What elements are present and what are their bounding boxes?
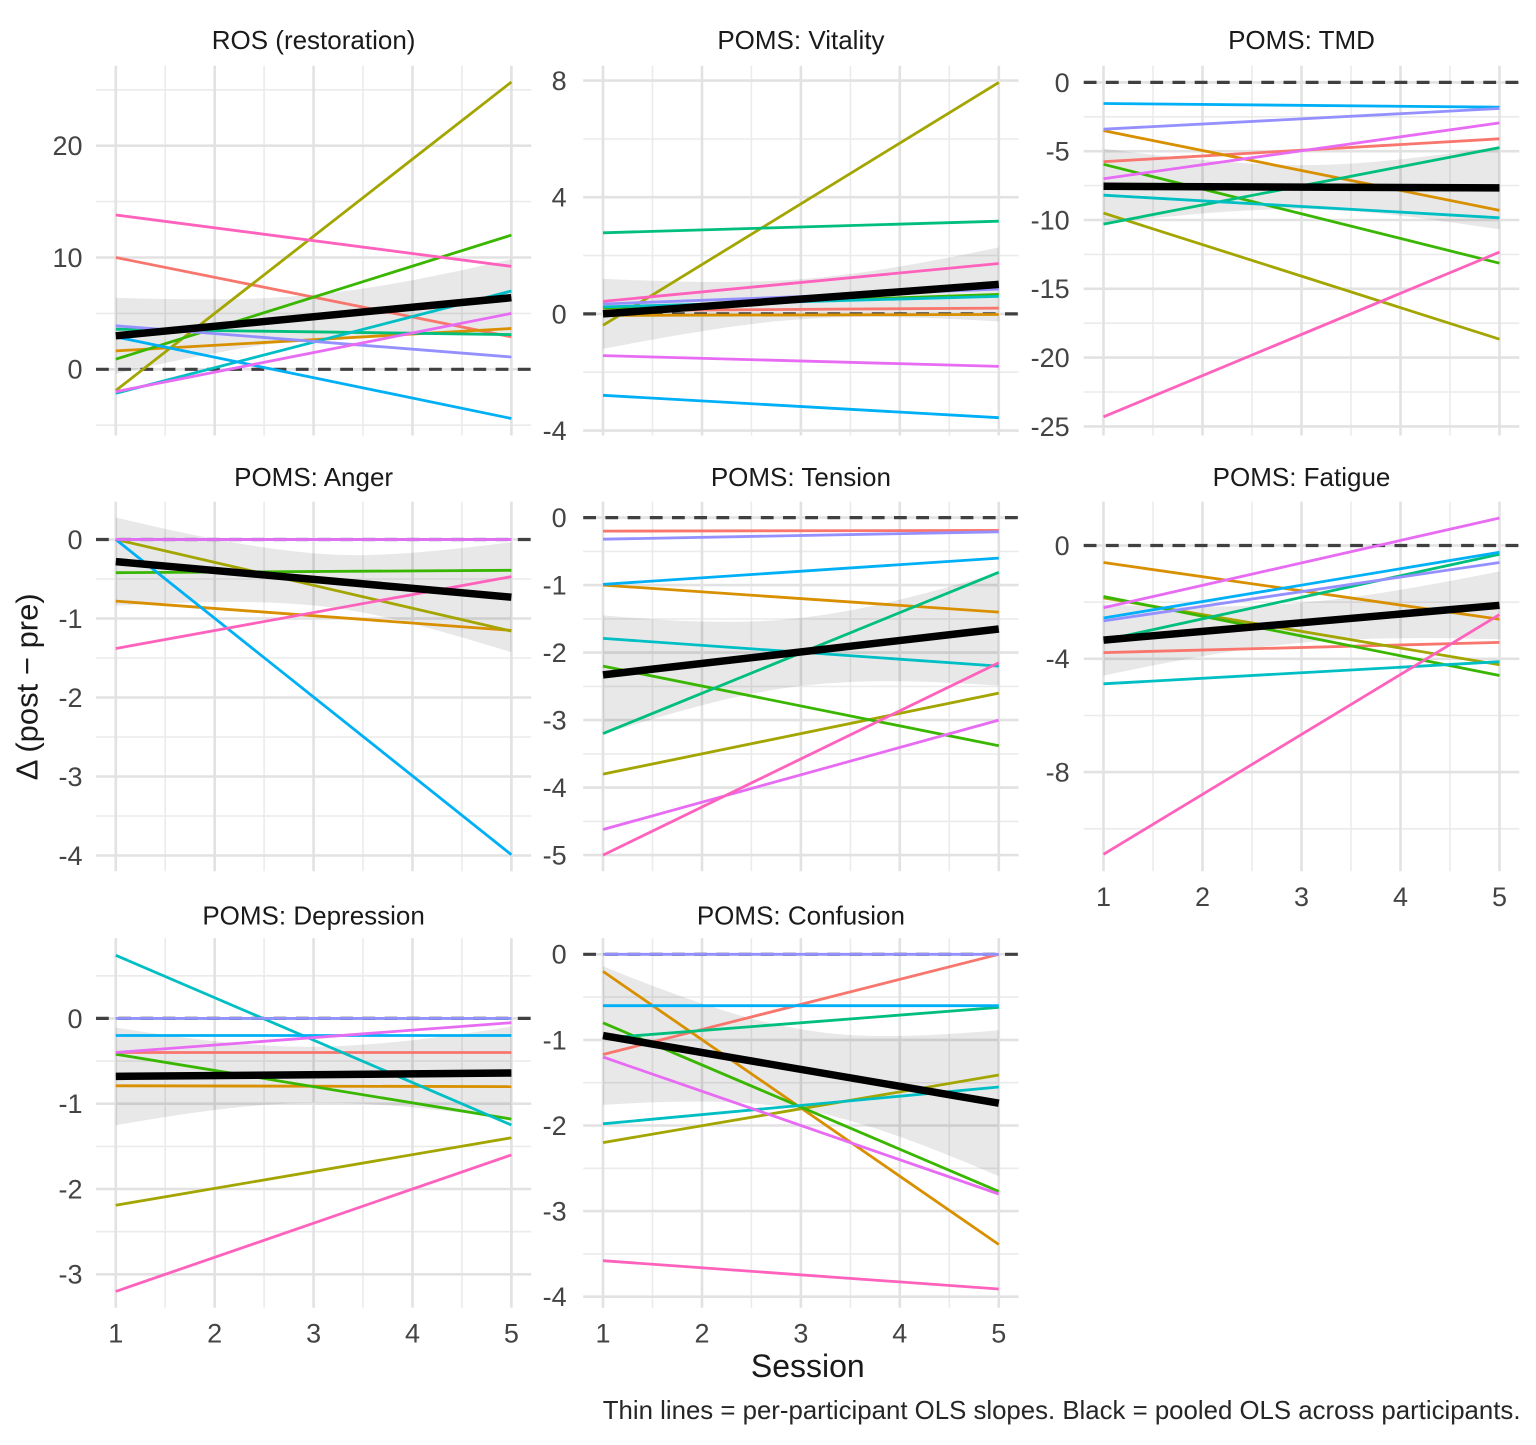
svg-text:-15: -15 <box>1031 274 1070 304</box>
svg-text:20: 20 <box>52 131 82 161</box>
svg-text:4: 4 <box>552 183 567 213</box>
svg-text:POMS: Vitality: POMS: Vitality <box>717 25 884 55</box>
svg-text:2: 2 <box>694 1318 709 1348</box>
svg-text:0: 0 <box>67 525 82 555</box>
svg-text:3: 3 <box>306 1318 321 1348</box>
svg-text:3: 3 <box>1294 882 1309 912</box>
svg-text:POMS: Depression: POMS: Depression <box>202 900 425 930</box>
svg-text:-4: -4 <box>543 416 567 446</box>
svg-text:-3: -3 <box>543 1197 567 1227</box>
svg-text:3: 3 <box>793 1318 808 1348</box>
svg-text:0: 0 <box>552 940 567 970</box>
svg-text:2: 2 <box>207 1318 222 1348</box>
svg-text:-20: -20 <box>1031 343 1070 373</box>
svg-text:5: 5 <box>1492 882 1507 912</box>
svg-text:POMS: Anger: POMS: Anger <box>234 462 393 492</box>
svg-text:2: 2 <box>1195 882 1210 912</box>
svg-text:POMS: Fatigue: POMS: Fatigue <box>1213 462 1391 492</box>
svg-text:-8: -8 <box>1046 758 1070 788</box>
svg-text:POMS: Tension: POMS: Tension <box>711 462 891 492</box>
svg-text:-5: -5 <box>543 841 567 871</box>
svg-text:-1: -1 <box>58 604 82 634</box>
svg-text:-4: -4 <box>1046 644 1070 674</box>
svg-text:1: 1 <box>1096 882 1111 912</box>
svg-text:5: 5 <box>991 1318 1006 1348</box>
svg-text:-4: -4 <box>543 1282 567 1312</box>
svg-text:Thin lines = per-participant O: Thin lines = per-participant OLS slopes.… <box>603 1397 1521 1425</box>
svg-text:1: 1 <box>108 1318 123 1348</box>
svg-text:-2: -2 <box>58 683 82 713</box>
svg-text:4: 4 <box>892 1318 907 1348</box>
svg-text:-2: -2 <box>58 1174 82 1204</box>
svg-text:-1: -1 <box>543 1025 567 1055</box>
svg-text:0: 0 <box>67 355 82 385</box>
svg-text:-10: -10 <box>1031 205 1070 235</box>
svg-text:-3: -3 <box>58 1260 82 1290</box>
svg-text:0: 0 <box>67 1004 82 1034</box>
svg-text:Session: Session <box>751 1348 865 1384</box>
svg-text:-1: -1 <box>58 1089 82 1119</box>
svg-text:POMS: Confusion: POMS: Confusion <box>697 900 905 930</box>
svg-text:-1: -1 <box>543 571 567 601</box>
svg-text:5: 5 <box>504 1318 519 1348</box>
svg-text:4: 4 <box>405 1318 420 1348</box>
svg-text:-2: -2 <box>543 1111 567 1141</box>
svg-text:8: 8 <box>552 66 567 96</box>
svg-text:POMS: TMD: POMS: TMD <box>1228 25 1375 55</box>
svg-text:-3: -3 <box>58 762 82 792</box>
svg-text:10: 10 <box>52 243 82 273</box>
svg-text:-25: -25 <box>1031 412 1070 442</box>
svg-text:0: 0 <box>1055 68 1070 98</box>
svg-text:-3: -3 <box>543 706 567 736</box>
svg-text:Δ (post − pre): Δ (post − pre) <box>10 593 45 780</box>
svg-text:0: 0 <box>552 503 567 533</box>
svg-text:-2: -2 <box>543 638 567 668</box>
svg-text:0: 0 <box>1055 531 1070 561</box>
svg-text:ROS (restoration): ROS (restoration) <box>212 25 416 55</box>
svg-text:1: 1 <box>595 1318 610 1348</box>
svg-text:0: 0 <box>552 299 567 329</box>
svg-text:-4: -4 <box>543 773 567 803</box>
svg-text:-5: -5 <box>1046 137 1070 167</box>
svg-text:4: 4 <box>1393 882 1408 912</box>
svg-text:-4: -4 <box>58 841 82 871</box>
